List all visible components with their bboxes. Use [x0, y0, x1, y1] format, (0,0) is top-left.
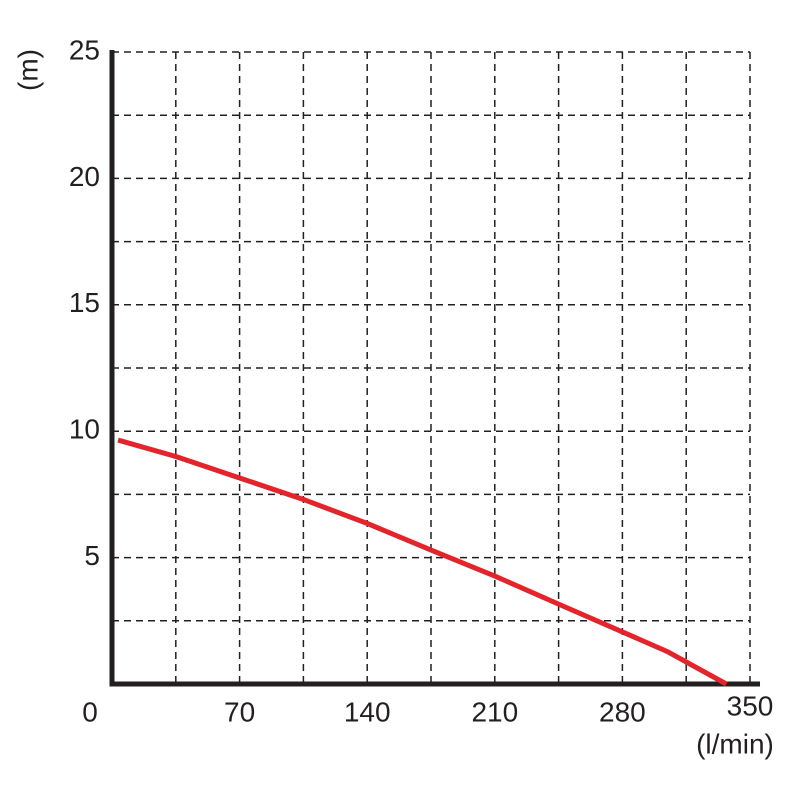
x-tick-label: 210 — [471, 696, 518, 727]
x-tick-label: 70 — [224, 696, 255, 727]
x-tick-label: 140 — [344, 696, 391, 727]
y-tick-label: 25 — [69, 34, 100, 65]
y-tick-label: 5 — [84, 540, 100, 571]
y-tick-label: 20 — [69, 161, 100, 192]
y-axis-label: (m) — [12, 49, 43, 91]
y-tick-label: 10 — [69, 414, 100, 445]
data-line — [117, 437, 728, 687]
y-tick-label: 0 — [82, 696, 98, 727]
x-axis-label: (l/min) — [696, 728, 774, 759]
x-tick-label: 350 — [727, 690, 774, 721]
x-tick-label: 280 — [599, 696, 646, 727]
y-tick-label: 15 — [69, 287, 100, 318]
